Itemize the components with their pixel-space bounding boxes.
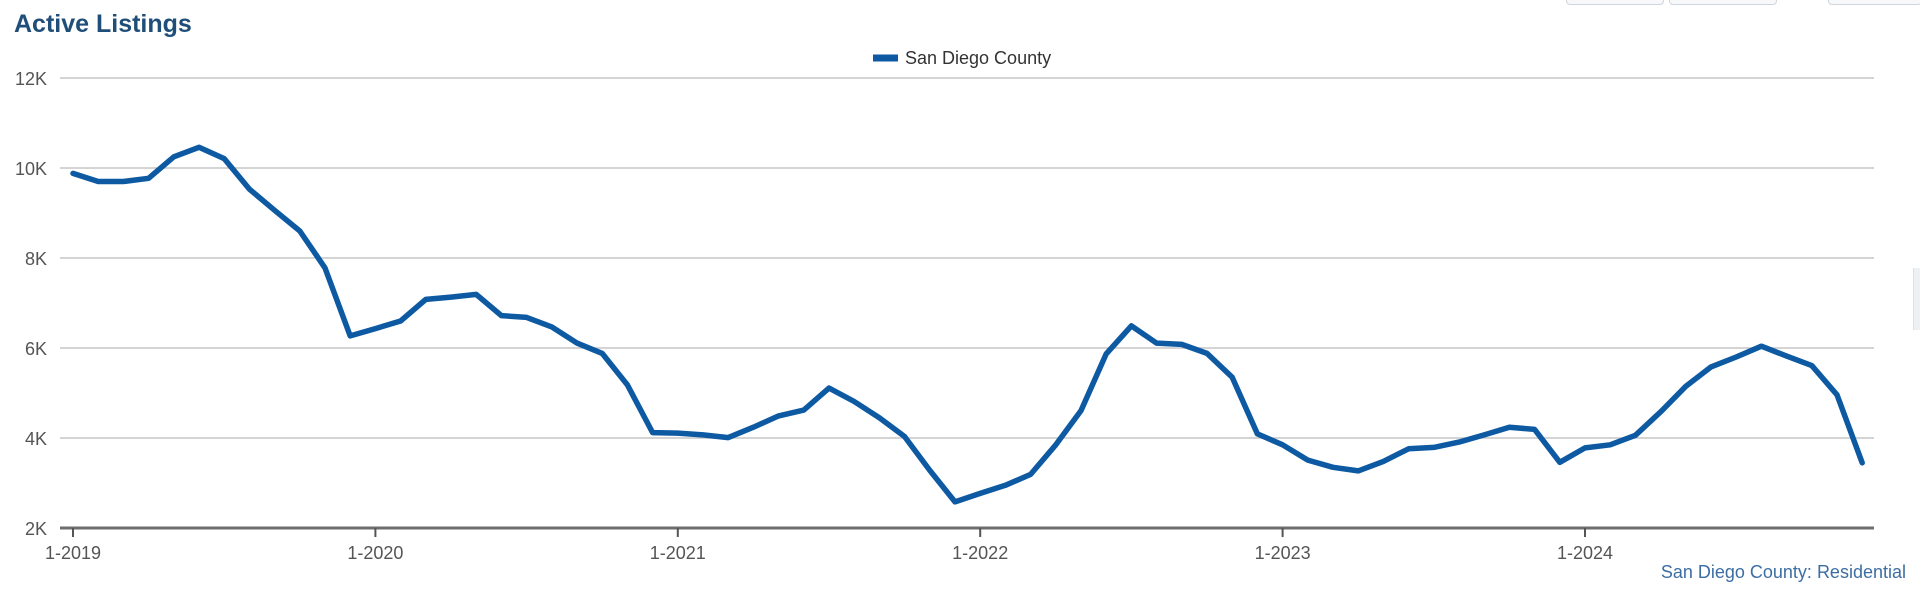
- y-tick-label-6K: 6K: [25, 339, 47, 359]
- data-point-10-2021: [903, 435, 907, 439]
- data-point-2-2021: [701, 433, 705, 437]
- data-point-7-2021: [827, 386, 831, 390]
- y-tick-label-12K: 12K: [15, 69, 47, 89]
- data-point-6-2022: [1104, 352, 1108, 356]
- data-point-12-2019: [348, 334, 352, 338]
- data-point-4-2023: [1356, 469, 1360, 473]
- data-point-9-2024: [1785, 354, 1789, 358]
- data-point-5-2024: [1684, 384, 1688, 388]
- x-tick-label-1-2022: 1-2022: [952, 543, 1008, 563]
- data-point-1-2020: [373, 327, 377, 331]
- data-point-2-2024: [1608, 443, 1612, 447]
- data-point-3-2024: [1633, 433, 1637, 437]
- data-point-1-2024: [1583, 446, 1587, 450]
- data-point-7-2020: [525, 315, 529, 319]
- data-point-11-2024: [1835, 393, 1839, 397]
- toolbar-button-1[interactable]: [1566, 0, 1664, 5]
- x-tick-label-1-2023: 1-2023: [1255, 543, 1311, 563]
- data-point-8-2023: [1457, 440, 1461, 444]
- page-title: Active Listings: [14, 10, 192, 38]
- data-point-7-2022: [1129, 324, 1133, 328]
- x-axis: 1-2019 1-2020 1-2021 1-2022 1-2023 1-2024: [45, 526, 1874, 563]
- data-point-6-2019: [197, 145, 201, 149]
- y-axis-ticks: 2K 4K 6K 8K 10K 12K: [15, 69, 47, 539]
- data-point-10-2019: [298, 229, 302, 233]
- data-point-6-2020: [499, 314, 503, 318]
- data-point-3-2019: [121, 179, 125, 184]
- data-point-4-2022: [1054, 443, 1058, 447]
- data-point-9-2022: [1180, 342, 1184, 346]
- y-tick-label-4K: 4K: [25, 429, 47, 449]
- data-point-3-2022: [1029, 472, 1033, 477]
- data-point-9-2020: [575, 341, 579, 345]
- data-point-1-2023: [1281, 443, 1285, 447]
- data-point-2-2023: [1306, 458, 1310, 462]
- data-point-11-2023: [1533, 427, 1537, 432]
- data-point-5-2022: [1079, 408, 1083, 413]
- legend-label: San Diego County: [905, 48, 1051, 68]
- toolbar-button-3[interactable]: [1828, 0, 1920, 5]
- data-point-12-2023: [1558, 460, 1562, 464]
- x-tick-label-1-2021: 1-2021: [650, 543, 706, 563]
- toolbar-button-2[interactable]: [1669, 0, 1777, 5]
- data-point-9-2019: [273, 208, 277, 212]
- data-point-6-2021: [802, 408, 806, 412]
- data-point-10-2022: [1205, 351, 1209, 355]
- data-point-11-2022: [1230, 375, 1234, 379]
- data-point-8-2022: [1155, 341, 1159, 345]
- series-layer: [70, 144, 1865, 505]
- data-point-11-2021: [928, 468, 932, 472]
- data-point-7-2023: [1432, 445, 1436, 450]
- data-point-2-2022: [1003, 483, 1008, 487]
- data-point-1-2022: [978, 491, 982, 495]
- data-point-8-2019: [247, 187, 251, 191]
- x-tick-label-1-2019: 1-2019: [45, 543, 101, 563]
- data-point-8-2020: [550, 325, 554, 329]
- data-point-10-2024: [1810, 363, 1814, 368]
- x-tick-label-1-2020: 1-2020: [347, 543, 403, 563]
- data-point-4-2021: [751, 425, 756, 429]
- data-point-7-2019: [222, 156, 226, 161]
- data-point-5-2019: [172, 155, 176, 159]
- data-point-5-2020: [474, 292, 478, 297]
- y-tick-label-8K: 8K: [25, 249, 47, 269]
- data-point-10-2023: [1507, 425, 1511, 429]
- chart-footnote: San Diego County: Residential: [1660, 562, 1906, 582]
- data-point-3-2023: [1331, 465, 1335, 469]
- y-tick-label-2K: 2K: [25, 519, 47, 539]
- data-point-2-2019: [96, 179, 100, 184]
- legend[interactable]: San Diego County: [873, 48, 1051, 68]
- data-point-5-2023: [1381, 459, 1385, 463]
- scrollbar-handle[interactable]: [1913, 268, 1920, 330]
- y-tick-label-10K: 10K: [15, 159, 47, 179]
- data-point-1-2021: [676, 431, 680, 435]
- data-point-11-2019: [323, 266, 327, 270]
- data-point-12-2024: [1860, 461, 1864, 465]
- series-line-0: [70, 144, 1865, 505]
- data-point-4-2020: [449, 295, 453, 299]
- data-point-9-2023: [1482, 433, 1486, 437]
- data-point-8-2021: [852, 399, 856, 404]
- data-point-1-2019: [71, 171, 75, 175]
- x-tick-label-1-2024: 1-2024: [1557, 543, 1613, 563]
- data-point-11-2020: [625, 383, 630, 387]
- data-point-5-2021: [777, 414, 781, 418]
- data-point-12-2022: [1255, 432, 1259, 436]
- data-point-4-2019: [147, 176, 151, 180]
- data-point-6-2023: [1407, 447, 1411, 451]
- data-point-3-2021: [726, 435, 730, 440]
- data-point-2-2020: [399, 319, 403, 323]
- grid-lines: [60, 77, 1874, 439]
- data-point-12-2020: [651, 431, 655, 435]
- data-point-6-2024: [1709, 365, 1713, 369]
- data-point-3-2020: [424, 297, 428, 301]
- data-point-8-2024: [1759, 344, 1763, 348]
- data-point-12-2021: [953, 500, 957, 504]
- data-point-4-2024: [1659, 410, 1663, 414]
- data-point-10-2020: [600, 351, 604, 355]
- data-point-9-2021: [877, 416, 882, 420]
- data-point-7-2024: [1734, 355, 1738, 359]
